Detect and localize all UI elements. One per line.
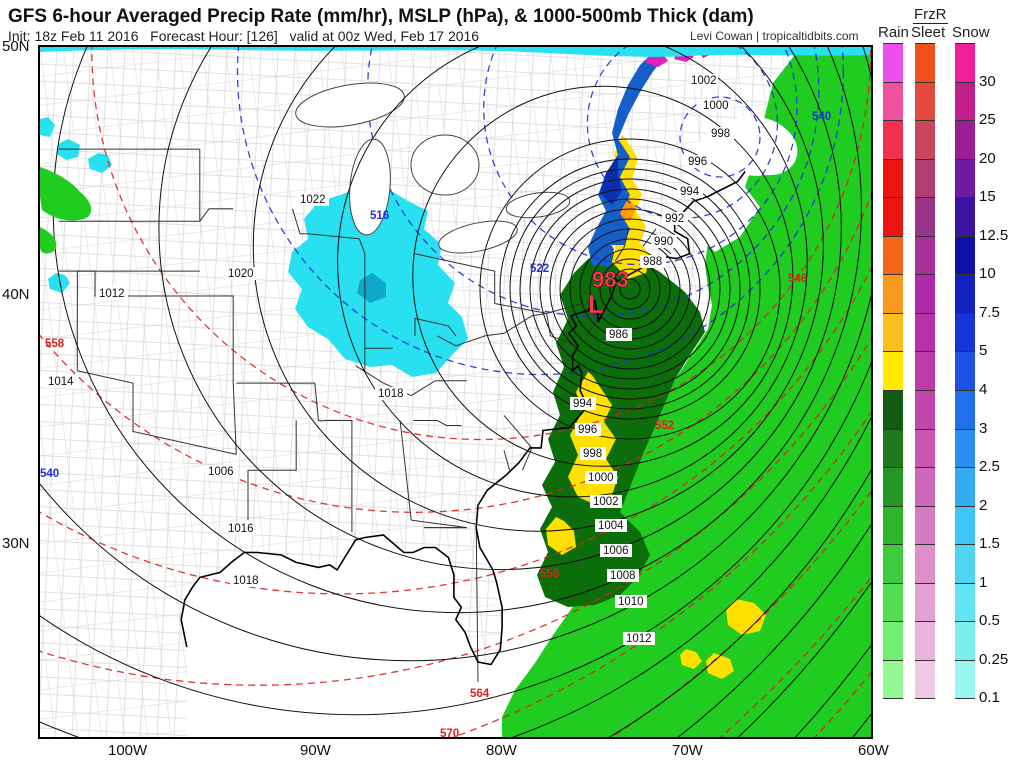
svg-text:996: 996 (578, 424, 597, 436)
svg-text:1020: 1020 (228, 268, 254, 280)
svg-text:522: 522 (530, 263, 549, 275)
svg-text:994: 994 (680, 186, 700, 198)
svg-text:990: 990 (654, 236, 673, 248)
svg-text:1016: 1016 (228, 523, 254, 535)
svg-text:546: 546 (788, 273, 807, 285)
svg-text:570: 570 (440, 728, 459, 739)
svg-text:1008: 1008 (610, 570, 636, 582)
svg-text:1002: 1002 (593, 496, 619, 508)
svg-text:1022: 1022 (300, 194, 326, 206)
svg-text:516: 516 (370, 210, 389, 222)
svg-text:1000: 1000 (703, 100, 729, 112)
svg-text:986: 986 (609, 329, 628, 341)
svg-text:540: 540 (812, 111, 831, 123)
svg-text:558: 558 (45, 338, 65, 350)
svg-text:1018: 1018 (378, 388, 404, 400)
svg-text:1012: 1012 (626, 633, 652, 645)
svg-text:540: 540 (40, 468, 59, 480)
svg-text:1012: 1012 (99, 288, 125, 300)
svg-text:552: 552 (655, 420, 674, 432)
svg-text:1018: 1018 (233, 575, 259, 587)
svg-text:L: L (588, 289, 604, 319)
svg-text:558: 558 (540, 568, 560, 580)
svg-text:1004: 1004 (598, 520, 624, 532)
svg-text:1002: 1002 (691, 75, 717, 87)
svg-text:1000: 1000 (588, 472, 614, 484)
svg-text:1010: 1010 (618, 596, 644, 608)
svg-text:1014: 1014 (48, 376, 74, 388)
svg-text:998: 998 (711, 128, 730, 140)
svg-text:992: 992 (665, 213, 684, 225)
svg-text:994: 994 (573, 398, 593, 410)
svg-text:996: 996 (688, 156, 707, 168)
svg-text:1006: 1006 (603, 545, 629, 557)
svg-text:564: 564 (470, 688, 490, 700)
svg-text:988: 988 (643, 256, 662, 268)
svg-text:1006: 1006 (208, 466, 234, 478)
svg-text:998: 998 (583, 448, 602, 460)
